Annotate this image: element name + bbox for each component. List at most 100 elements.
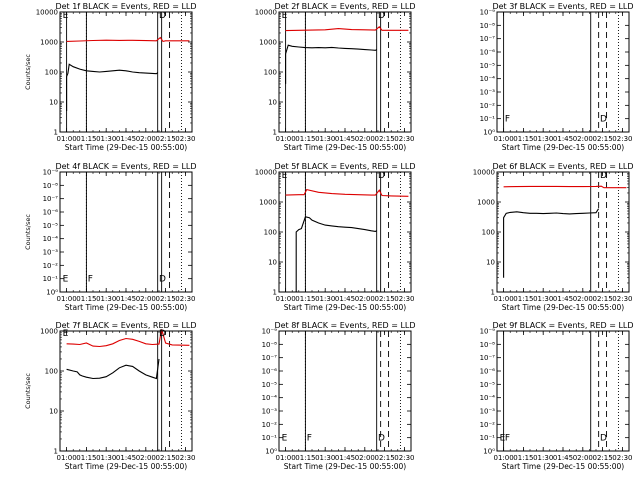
x-tick-label: 01:15 (295, 454, 315, 462)
panel-det-2f: Det 2f BLACK = Events, RED = LLD 1 10 100 10… (255, 2, 416, 152)
y-axis-label: Counts/sec (24, 214, 32, 250)
x-tick-label: 01:15 (76, 454, 96, 462)
x-tick-label: 02:30 (175, 454, 195, 462)
series-lld-line (66, 36, 190, 43)
series-lld-line (285, 26, 409, 32)
y-tick-label: 10⁰ (46, 289, 58, 297)
x-tick-label: 02:00 (573, 454, 593, 462)
x-tick-label: 01:30 (96, 135, 116, 143)
x-tick-label: 02:00 (355, 295, 375, 303)
panel-det-1f: Det 1f BLACK = Events, RED = LLD 1 10 100 10… (24, 2, 197, 152)
x-tick-label: 01:00 (57, 454, 77, 462)
y-tick-label: 10⁰ (265, 448, 277, 456)
panel-title: Det 9f BLACK = Events, RED = LLD (492, 321, 633, 330)
x-tick-label: 01:45 (116, 295, 136, 303)
y-tick-label: 10⁻⁶ (43, 209, 59, 217)
marker-label: E (500, 433, 506, 443)
y-tick-label: 10⁻³ (43, 249, 59, 257)
y-tick-label: 1 (273, 129, 277, 137)
y-tick-label: 1000 (40, 39, 58, 47)
x-tick-label: 01:00 (494, 295, 514, 303)
series-events-line (66, 63, 159, 111)
marker-label: E (63, 11, 69, 21)
marker-label: F (307, 433, 312, 443)
x-tick-label: 01:45 (553, 295, 573, 303)
x-tick-label: 01:00 (276, 295, 296, 303)
x-tick-label: 01:45 (116, 454, 136, 462)
x-tick-label: 01:00 (57, 295, 77, 303)
series-events-line (295, 216, 377, 292)
panels-group: Det 1f BLACK = Events, RED = LLD11010010… (24, 2, 634, 471)
x-tick-label: 01:15 (295, 295, 315, 303)
x-axis-label: Start Time (29-Dec-15 00:55:00) (284, 462, 406, 471)
y-tick-label: 10⁻⁴ (43, 235, 59, 243)
x-tick-label: 01:45 (335, 295, 355, 303)
panel-det-8f: Det 8f BLACK = Events, RED = LLD 10⁰ 10⁻¹ 1… (262, 321, 416, 471)
marker-label: E (282, 171, 288, 181)
y-tick-label: 10⁻⁸ (43, 182, 59, 190)
x-tick-label: 02:15 (375, 295, 395, 303)
x-tick-label: 02:30 (175, 295, 195, 303)
marker-label: D (378, 433, 385, 443)
y-tick-label: 10⁻⁷ (480, 35, 496, 43)
y-tick-label: 1000 (40, 328, 58, 336)
y-tick-label: 10⁻³ (480, 408, 496, 416)
panel-title: Det 5f BLACK = Events, RED = LLD (274, 162, 415, 171)
x-tick-label: 01:45 (116, 135, 136, 143)
plot-frame (496, 11, 630, 133)
y-tick-label: 10⁻⁵ (262, 381, 278, 389)
y-tick-label: 1000 (259, 39, 277, 47)
x-tick-label: 02:30 (612, 135, 632, 143)
y-tick-label: 10⁻⁸ (262, 341, 278, 349)
y-tick-label: 10⁻⁵ (43, 222, 59, 230)
x-tick-label: 01:30 (533, 135, 553, 143)
y-tick-label: 10 (268, 259, 277, 267)
x-tick-label: 01:00 (57, 135, 77, 143)
y-tick-label: 100 (264, 69, 277, 77)
x-tick-label: 02:15 (593, 135, 613, 143)
y-tick-label: 100 (45, 368, 58, 376)
series-lld-line (66, 329, 190, 348)
panel-det-9f: Det 9f BLACK = Events, RED = LLD 10⁰ 10⁻¹ 1… (480, 321, 634, 471)
x-tick-label: 02:00 (355, 135, 375, 143)
plot-frame (278, 330, 412, 452)
y-tick-label: 1 (54, 129, 58, 137)
marker-label: E (63, 329, 69, 339)
y-tick-label: 10⁰ (483, 129, 495, 137)
y-tick-label: 10⁻⁹ (262, 328, 278, 336)
y-tick-label: 10⁻² (262, 421, 278, 429)
x-tick-label: 01:45 (553, 454, 573, 462)
marker-label: D (600, 433, 607, 443)
panel-det-4f: Det 4f BLACK = Events, RED = LLD 10⁰ 10⁻¹ 1… (24, 162, 197, 312)
marker-label: D (378, 171, 385, 181)
marker-label: E (282, 433, 288, 443)
x-tick-label: 01:00 (276, 135, 296, 143)
y-tick-label: 10⁻² (480, 102, 496, 110)
y-tick-label: 10⁻⁸ (480, 22, 496, 30)
x-tick-label: 02:15 (156, 135, 176, 143)
x-tick-label: 01:00 (494, 135, 514, 143)
x-axis-label: Start Time (29-Dec-15 00:55:00) (65, 303, 187, 312)
x-tick-label: 02:15 (156, 295, 176, 303)
y-tick-label: 10⁻² (43, 262, 59, 270)
y-tick-label: 10 (49, 408, 58, 416)
panel-det-6f: Det 6f BLACK = Events, RED = LLD 1 10 100 10… (473, 162, 634, 312)
y-tick-label: 10⁻⁴ (480, 394, 496, 402)
y-tick-label: 10⁻³ (480, 89, 496, 97)
x-tick-label: 01:45 (335, 135, 355, 143)
x-tick-label: 02:15 (593, 454, 613, 462)
y-tick-label: 10000 (473, 169, 495, 177)
panel-det-7f: Det 7f BLACK = Events, RED = LLD 1 10 100 10… (24, 321, 197, 471)
x-tick-label: 02:30 (612, 454, 632, 462)
x-tick-label: 01:00 (276, 454, 296, 462)
x-axis-label: Start Time (29-Dec-15 00:55:00) (284, 143, 406, 152)
plot-frame (59, 330, 193, 452)
y-tick-label: 10⁻¹ (480, 434, 496, 442)
x-tick-label: 01:15 (513, 135, 533, 143)
x-tick-label: 01:30 (96, 295, 116, 303)
y-tick-label: 10⁻⁵ (480, 62, 496, 70)
y-tick-label: 1 (491, 289, 495, 297)
x-axis-label: Start Time (29-Dec-15 00:55:00) (502, 303, 624, 312)
marker-label: D (159, 11, 166, 21)
